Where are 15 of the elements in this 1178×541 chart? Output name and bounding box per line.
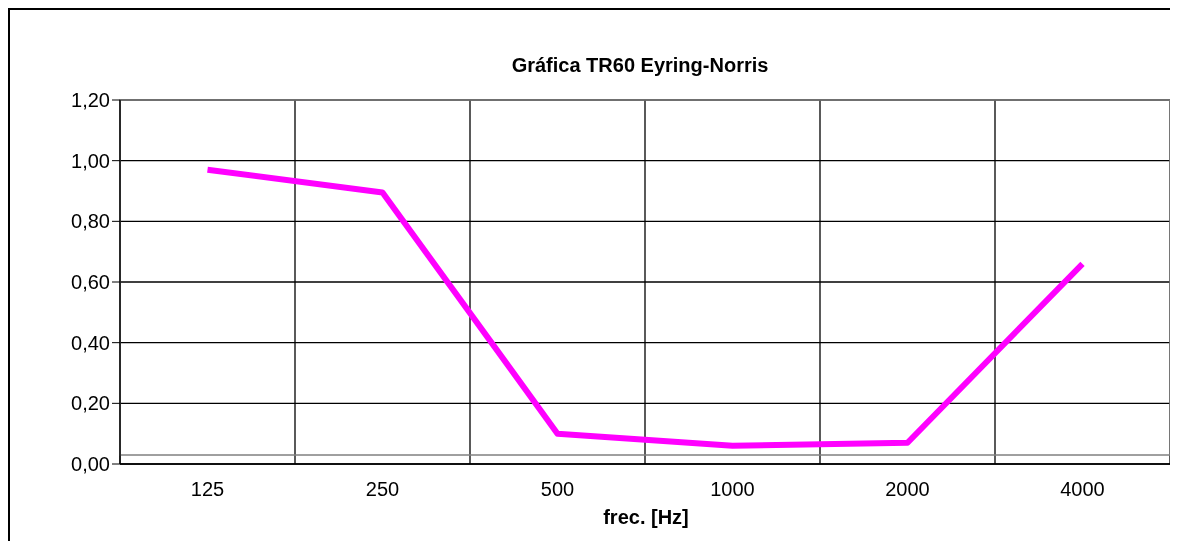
chart-title: Gráfica TR60 Eyring-Norris <box>510 54 770 77</box>
x-tick-label: 4000 <box>1060 478 1105 501</box>
y-tick-label: 0,00 <box>71 453 110 476</box>
y-tick-label: 0,80 <box>71 210 110 233</box>
x-axis-title: frec. [Hz] <box>602 506 690 529</box>
y-tick-label: 0,60 <box>71 271 110 294</box>
y-tick-label: 1,20 <box>71 89 110 112</box>
x-tick-label: 500 <box>540 478 575 501</box>
y-tick-label: 1,00 <box>71 149 110 172</box>
x-tick-label: 1000 <box>710 478 755 501</box>
y-tick-label: 0,40 <box>71 331 110 354</box>
y-tick-label: 0,20 <box>71 392 110 415</box>
x-tick-label: 2000 <box>885 478 930 501</box>
x-tick-label: 125 <box>190 478 225 501</box>
x-tick-label: 250 <box>365 478 400 501</box>
